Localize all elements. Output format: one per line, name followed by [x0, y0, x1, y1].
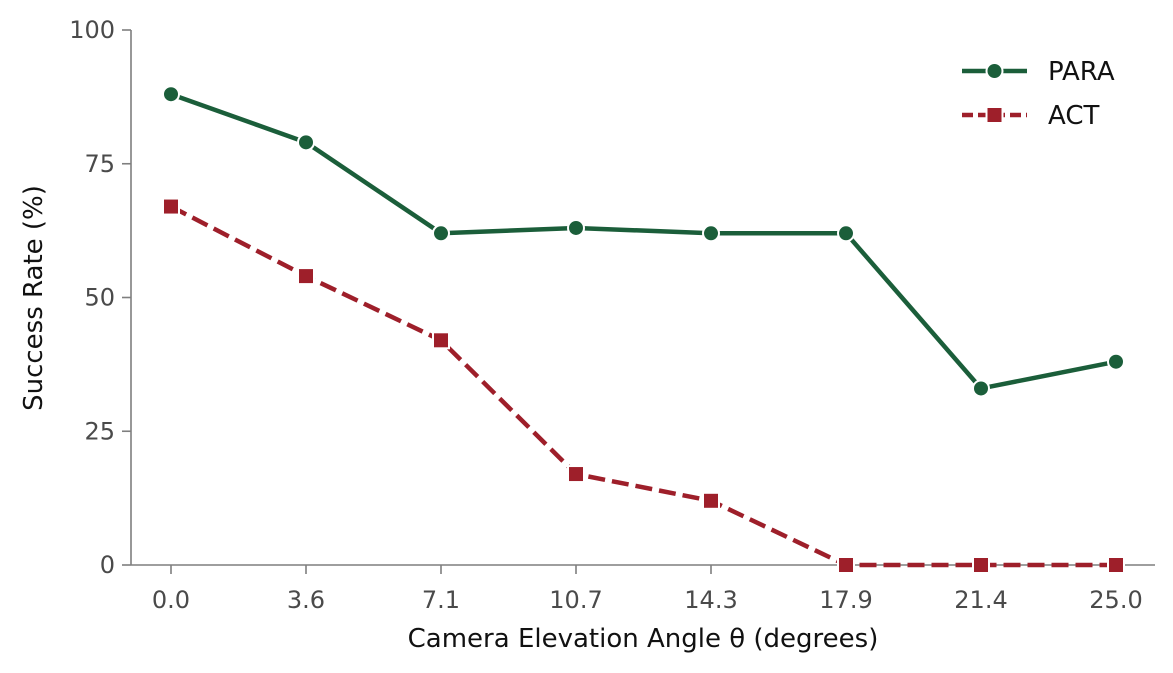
y-ticks: 0 25 50 75 100: [69, 16, 131, 579]
data-point-para: [297, 133, 315, 152]
legend-item-act: ACT: [962, 101, 1099, 131]
data-point-para: [972, 379, 990, 398]
data-point-para: [567, 218, 585, 237]
data-point-para: [162, 85, 180, 104]
y-tick-label: 100: [69, 16, 115, 44]
x-tick-label: 7.1: [422, 586, 460, 614]
series-line-para: [170, 92, 1117, 391]
legend-marker-act: [985, 106, 1004, 124]
data-point-para: [432, 224, 450, 243]
data-point-act: [567, 465, 585, 484]
series-line-act: [169, 204, 1116, 568]
data-point-para: [702, 224, 720, 243]
data-point-act: [837, 556, 855, 574]
series-para: [162, 85, 1125, 398]
x-tick-label: 25.0: [1089, 586, 1142, 614]
series-act: [162, 197, 1125, 574]
x-tick-label: 17.9: [819, 586, 872, 614]
legend: PARA ACT: [962, 57, 1115, 131]
x-axis-title: Camera Elevation Angle θ (degrees): [408, 624, 879, 654]
y-axis-title: Success Rate (%): [19, 185, 49, 411]
y-tick-label: 75: [84, 150, 115, 178]
x-tick-label: 14.3: [684, 586, 737, 614]
y-tick-label: 50: [84, 284, 115, 312]
legend-label-para: PARA: [1048, 57, 1115, 87]
x-ticks: 0.0 3.6 7.1 10.7 14.3 17.9 21.4 25.0: [152, 565, 1143, 614]
y-tick-label: 25: [84, 417, 115, 445]
x-tick-label: 10.7: [549, 586, 602, 614]
x-tick-label: 0.0: [152, 586, 190, 614]
data-point-act: [1107, 556, 1125, 574]
legend-marker-para: [985, 62, 1004, 80]
legend-label-act: ACT: [1048, 101, 1099, 131]
x-tick-label: 21.4: [954, 586, 1007, 614]
x-tick-label: 3.6: [287, 586, 325, 614]
data-point-act: [702, 491, 720, 510]
data-point-act: [297, 267, 315, 286]
series-group: [162, 85, 1125, 574]
data-point-para: [837, 224, 855, 243]
y-tick-label: 0: [100, 551, 115, 579]
data-point-act: [162, 197, 180, 216]
data-point-para: [1107, 352, 1125, 371]
data-point-act: [972, 556, 990, 574]
data-point-act: [432, 331, 450, 350]
legend-item-para: PARA: [962, 57, 1115, 87]
